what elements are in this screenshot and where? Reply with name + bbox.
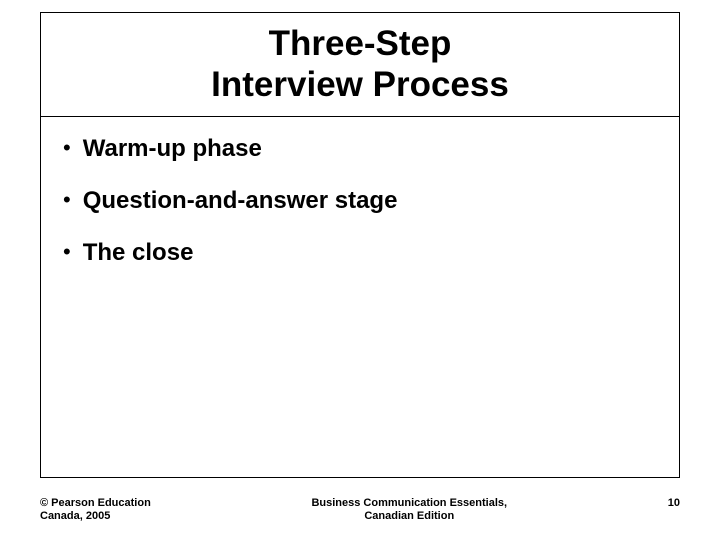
bullet-text: Warm-up phase bbox=[83, 135, 262, 163]
footer-copyright: © Pearson Education Canada, 2005 bbox=[40, 497, 151, 525]
bullet-icon: • bbox=[63, 135, 71, 161]
footer-book-title: Business Communication Essentials, Canad… bbox=[171, 497, 648, 525]
slide-footer: © Pearson Education Canada, 2005 Busines… bbox=[40, 497, 680, 525]
bullet-icon: • bbox=[63, 187, 71, 213]
bullet-text: Question-and-answer stage bbox=[83, 187, 398, 215]
bullet-icon: • bbox=[63, 239, 71, 265]
bullet-item: • The close bbox=[63, 239, 657, 267]
book-title-line-2: Canadian Edition bbox=[364, 510, 454, 522]
title-line-1: Three-Step bbox=[269, 24, 452, 63]
slide-frame: Three-Step Interview Process • Warm-up p… bbox=[40, 12, 680, 478]
book-title-line-1: Business Communication Essentials, bbox=[311, 497, 507, 509]
footer-page-number: 10 bbox=[668, 497, 680, 509]
copyright-line-2: Canada, 2005 bbox=[40, 510, 110, 522]
slide-title: Three-Step Interview Process bbox=[41, 23, 679, 106]
bullet-text: The close bbox=[83, 239, 194, 267]
bullet-list: • Warm-up phase • Question-and-answer st… bbox=[41, 117, 679, 267]
bullet-item: • Warm-up phase bbox=[63, 135, 657, 163]
title-line-2: Interview Process bbox=[211, 65, 509, 104]
bullet-item: • Question-and-answer stage bbox=[63, 187, 657, 215]
copyright-line-1: © Pearson Education bbox=[40, 497, 151, 509]
title-box: Three-Step Interview Process bbox=[41, 13, 679, 117]
